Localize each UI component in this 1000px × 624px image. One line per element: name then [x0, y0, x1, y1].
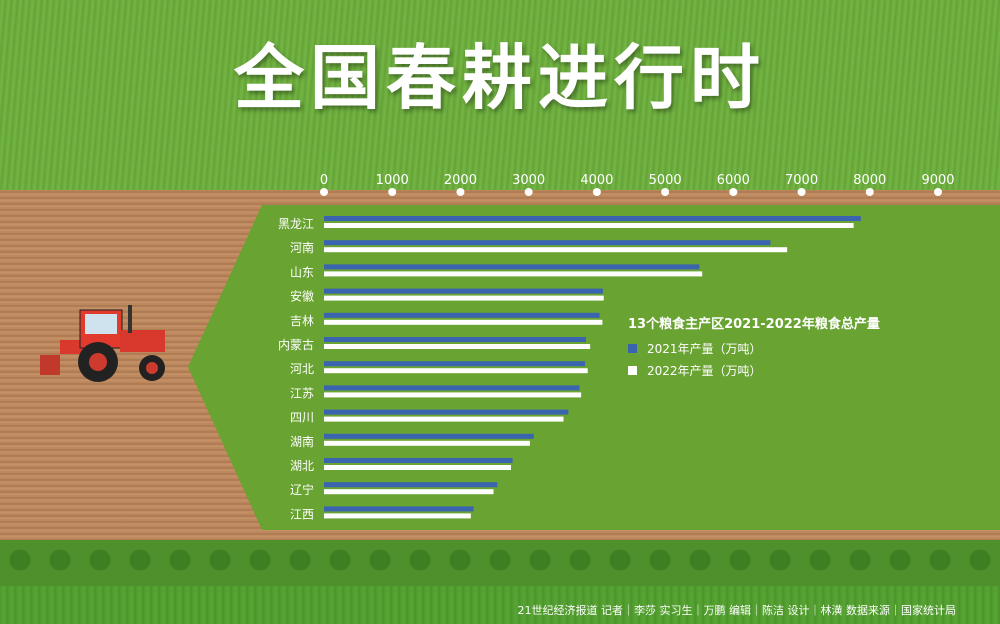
x-tick-dot [661, 188, 670, 196]
bar-2022 [324, 344, 591, 349]
bar-2021 [324, 482, 498, 488]
x-tick-dot [592, 188, 601, 196]
legend-swatch-2021 [628, 344, 637, 353]
bar-2021 [324, 240, 771, 246]
tractor-illustration [40, 305, 165, 382]
bar-2021 [324, 288, 603, 294]
bar-2021 [324, 312, 600, 318]
legend-item-2022: 2022年产量（万吨） [628, 362, 880, 379]
x-tick-dot [865, 188, 874, 196]
bar-2022 [324, 513, 471, 519]
category-label: 四川 [290, 411, 314, 425]
legend-label-2021: 2021年产量（万吨） [647, 342, 762, 356]
x-tick-dot [797, 188, 806, 196]
x-tick-label: 8000 [853, 173, 886, 188]
bar-2021 [324, 409, 569, 415]
bar-2022 [324, 489, 494, 495]
bar-2021 [324, 433, 534, 439]
page-title: 全国春耕进行时 [234, 36, 766, 119]
legend-label-2022: 2022年产量（万吨） [647, 364, 762, 378]
bar-2021 [324, 264, 700, 270]
bar-2022 [324, 416, 564, 422]
legend: 13个粮食主产区2021-2022年粮食总产量 2021年产量（万吨） 2022… [628, 313, 880, 384]
category-label: 湖北 [290, 458, 314, 473]
credits-line: 21世纪经济报道 记者｜李莎 实习生｜万鹏 编辑｜陈洁 设计｜林潢 数据来源｜国… [517, 604, 956, 617]
x-tick-label: 9000 [921, 173, 954, 188]
chart-panel-shape [188, 205, 1000, 530]
bar-2022 [324, 223, 854, 228]
category-label: 安徽 [290, 289, 314, 304]
bar-2022 [324, 392, 582, 398]
x-tick-label: 5000 [649, 173, 682, 188]
bar-2022 [324, 247, 788, 253]
x-tick-dot [388, 188, 397, 196]
x-tick-label: 3000 [512, 173, 545, 188]
bar-2022 [324, 271, 703, 277]
category-label: 黑龙江 [278, 217, 314, 231]
grass-strip [0, 586, 1000, 624]
category-label: 河北 [290, 362, 314, 376]
bar-2021 [324, 506, 474, 512]
bar-2022 [324, 368, 588, 374]
category-label: 江西 [290, 507, 314, 521]
legend-swatch-2022 [628, 366, 637, 375]
chart-title: 13个粮食主产区2021-2022年粮食总产量 [628, 317, 880, 332]
bar-2021 [324, 361, 585, 367]
category-label: 内蒙古 [278, 337, 314, 352]
x-tick-dot [729, 188, 738, 196]
x-tick-label: 2000 [444, 173, 477, 188]
x-tick-label: 7000 [785, 173, 818, 188]
x-tick-label: 6000 [717, 173, 750, 188]
category-label: 河南 [290, 240, 314, 255]
green-field-top [0, 0, 1000, 195]
x-tick-dot [934, 188, 942, 196]
category-label: 江苏 [290, 386, 314, 400]
legend-item-2021: 2021年产量（万吨） [628, 340, 880, 357]
x-tick-dot [320, 188, 328, 196]
hedge-row [0, 540, 1000, 586]
x-tick-dot [524, 188, 533, 196]
category-label: 山东 [290, 265, 314, 279]
x-axis: 0 1000 2000 3000 4000 5000 6000 7000 8000 9000 [320, 173, 955, 196]
bar-2021 [324, 337, 586, 342]
bar-2021 [324, 216, 861, 221]
x-tick-label: 1000 [376, 173, 409, 188]
bar-2022 [324, 440, 530, 446]
bar-2021 [324, 385, 580, 391]
category-label: 湖南 [290, 434, 314, 449]
category-label: 吉林 [290, 314, 314, 328]
bar-2022 [324, 319, 603, 325]
bar-2022 [324, 295, 604, 301]
bar-2021 [324, 458, 513, 463]
x-tick-dot [456, 188, 465, 196]
x-tick-label: 0 [320, 173, 328, 188]
category-label: 辽宁 [290, 482, 314, 497]
x-tick-label: 4000 [580, 173, 613, 188]
bars [324, 216, 861, 519]
bar-2022 [324, 465, 511, 470]
